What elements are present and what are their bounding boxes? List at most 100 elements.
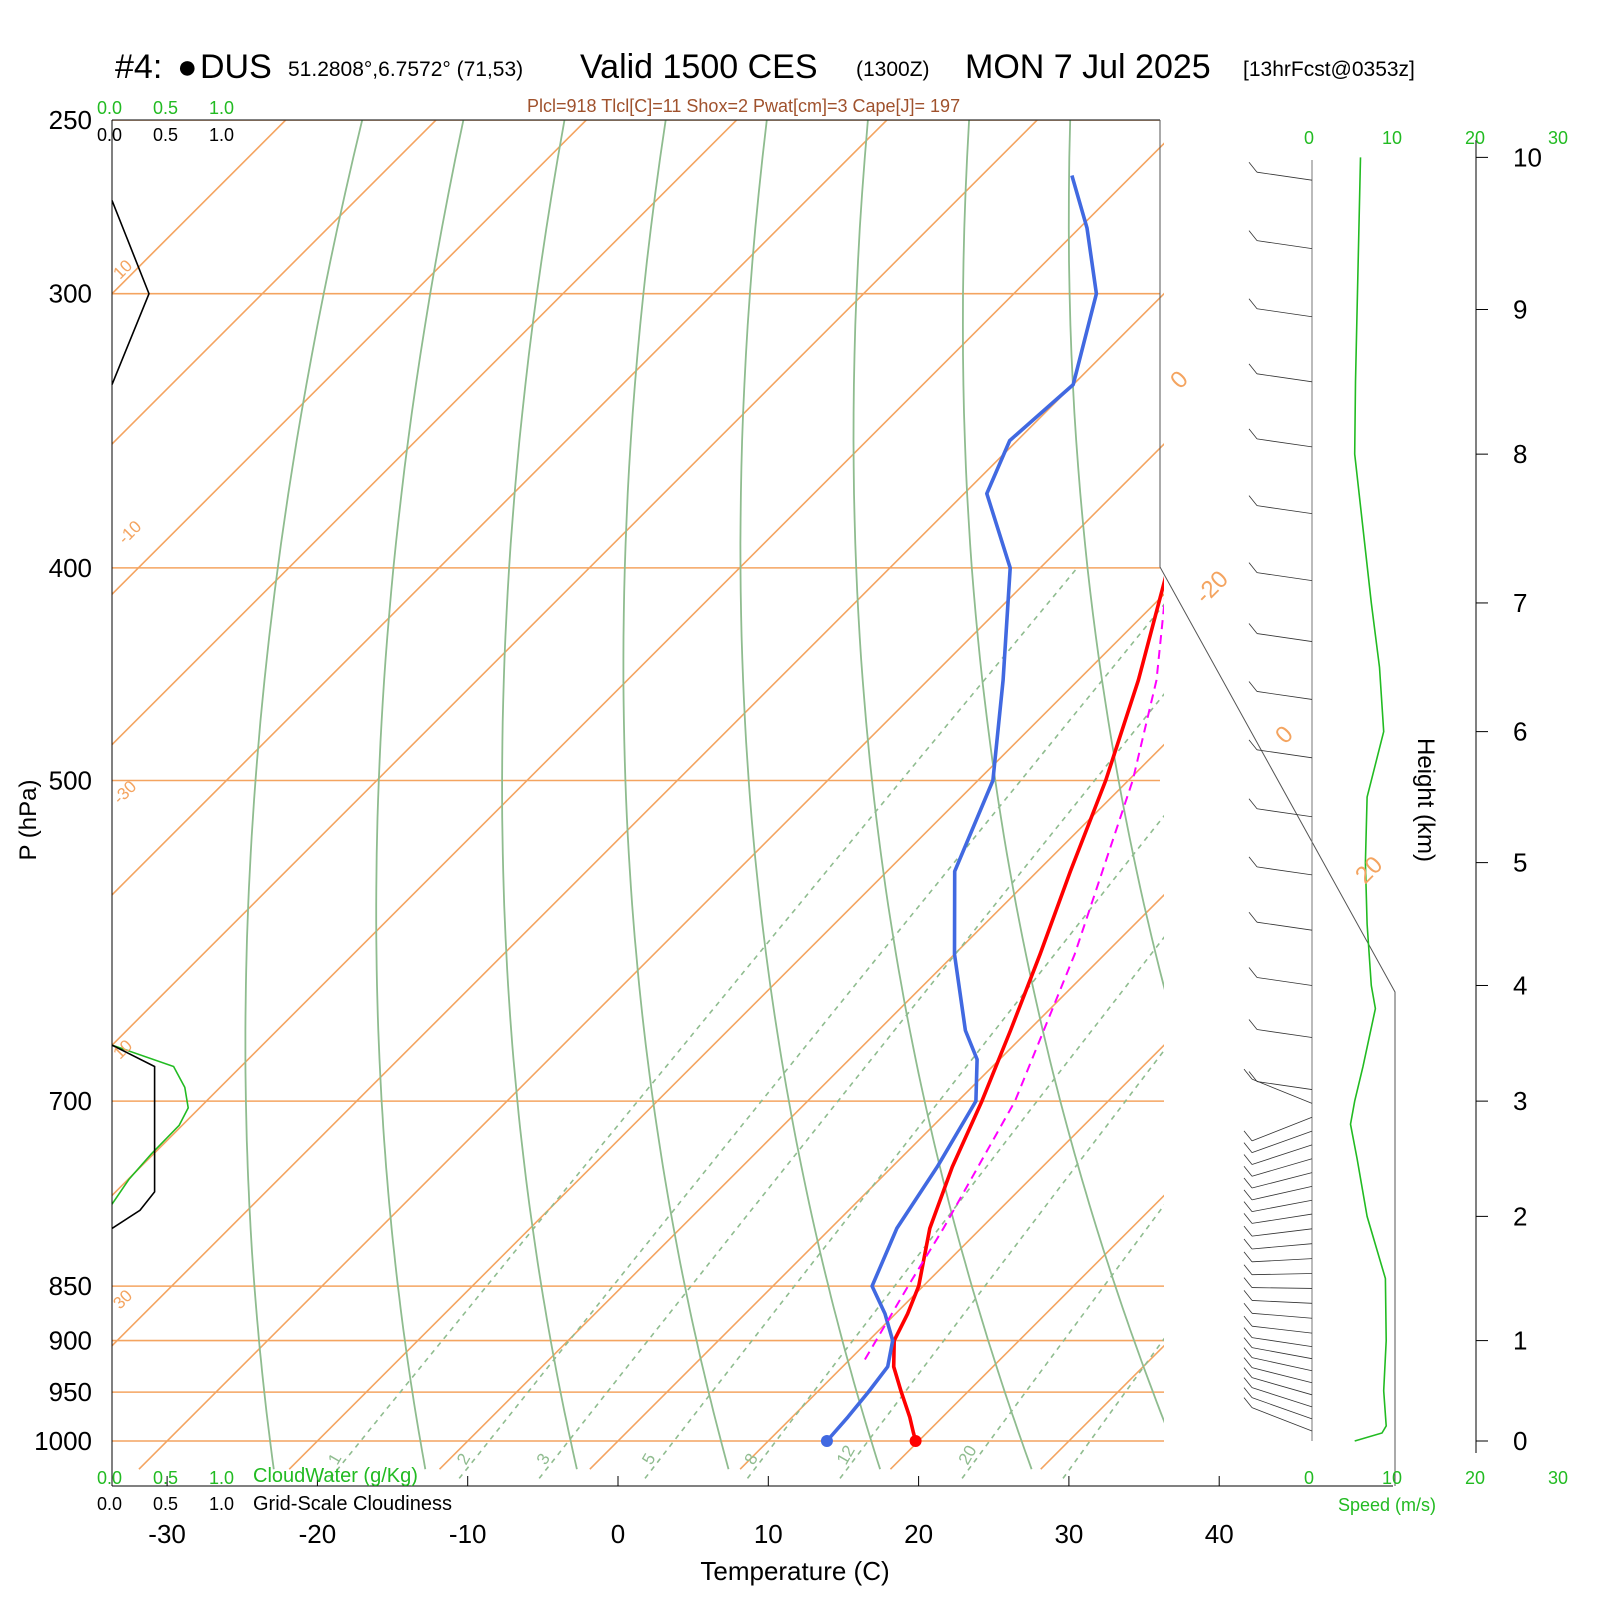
isotherm-40	[1191, 120, 1600, 1469]
top-cl-tick-2: 1.0	[209, 125, 234, 145]
height-tick-label: 0	[1513, 1426, 1527, 1456]
wind-barb	[1251, 1243, 1313, 1250]
speed-scale-bottom: 0 10 20 30	[1304, 1468, 1568, 1488]
top-cw-tick-1: 0.5	[153, 98, 178, 118]
wind-barb-flag	[1243, 1315, 1253, 1327]
wind-barb-flag	[1243, 1238, 1253, 1250]
speed-top-tick-1: 10	[1382, 128, 1402, 148]
mixing-ratio-12	[839, 1049, 1164, 1479]
dry-adiabat-310	[961, 120, 1164, 1424]
wind-barb	[1256, 691, 1313, 700]
bot-cl-tick-1: 0.5	[153, 1494, 178, 1514]
isotherm--30	[138, 442, 1164, 1470]
wind-barb-flag	[1248, 967, 1258, 978]
title-date: MON 7 Jul 2025	[965, 48, 1211, 86]
wind-barb-flag	[1243, 1068, 1253, 1080]
top-cl-tick-0: 0.0	[97, 125, 122, 145]
bot-cw-tick-2: 1.0	[209, 1468, 234, 1488]
wind-barb	[1256, 308, 1313, 318]
isotherm-label: 30	[109, 1286, 136, 1313]
height-tick-label: 4	[1513, 970, 1527, 1000]
wind-barb	[1256, 505, 1313, 515]
mixing-ratio-label: 12	[833, 1442, 859, 1468]
isotherm--40	[112, 292, 1164, 1347]
speed-axis-title: Speed (m/s)	[1338, 1495, 1436, 1515]
speed-bot-tick-2: 20	[1465, 1468, 1485, 1488]
p-tick-label: 950	[49, 1377, 92, 1407]
height-tick-label: 8	[1513, 439, 1527, 469]
plot-frame	[111, 119, 1393, 1487]
wind-barb	[1251, 1172, 1313, 1189]
x-tick-label: -30	[148, 1519, 186, 1549]
wind-barb-flag	[1248, 1071, 1258, 1082]
wind-barb-flag	[1243, 1397, 1253, 1408]
wind-barb	[1256, 572, 1313, 582]
wind-barb	[1256, 977, 1313, 986]
wind-barb-flag	[1248, 495, 1258, 506]
p-tick-label: 500	[49, 766, 92, 796]
wind-barb	[1251, 1337, 1313, 1348]
isotherm--110	[112, 120, 287, 295]
wind-barb-flag	[1243, 1189, 1253, 1201]
mixing-ratio-1	[329, 567, 1078, 1479]
isotherm-label: 10	[109, 256, 136, 283]
wind-barb-flag	[1243, 1347, 1253, 1358]
bottom-cloud-legend: 0.0 0.5 1.0 CloudWater (g/Kg) 0.0 0.5 1.…	[97, 1465, 452, 1515]
wind-barb	[1251, 1325, 1313, 1334]
wind-barb	[1256, 1081, 1313, 1090]
wind-barb	[1256, 240, 1313, 250]
height-tick-label: 7	[1513, 588, 1527, 618]
cloud-profiles	[111, 200, 190, 1230]
wind-barb-flag	[1248, 681, 1258, 692]
p-tick-label: 900	[49, 1326, 92, 1356]
wind-barb-flag	[1248, 739, 1258, 751]
wind-barb-flag	[1248, 428, 1258, 440]
title-coords: 51.2808°,6.7572° (71,53)	[288, 58, 523, 81]
bot-cl-tick-2: 1.0	[209, 1494, 234, 1514]
bot-cw-tick-1: 0.5	[153, 1468, 178, 1488]
wind-barb-flag	[1243, 1387, 1253, 1398]
height-tick-label: 5	[1513, 848, 1527, 878]
isotherm--90	[112, 120, 587, 596]
wind-barb	[1256, 921, 1313, 931]
p-tick-label: 700	[49, 1086, 92, 1116]
wind-barb-flag	[1243, 1177, 1253, 1189]
wind-barb-flag	[1243, 1377, 1253, 1388]
wind-barb	[1256, 171, 1313, 181]
wind-barb	[1251, 1397, 1313, 1420]
parcel-line	[864, 597, 1164, 1361]
isotherm--20	[288, 593, 1164, 1470]
dry-adiabat-370	[1576, 120, 1600, 1469]
wind-barb-flag	[1243, 1225, 1253, 1237]
height-tick-label: 6	[1513, 717, 1527, 747]
indices-line: Plcl=918 Tlcl[C]=11 Shox=2 Pwat[cm]=3 Ca…	[527, 96, 960, 116]
isotherm--50	[112, 142, 1164, 1197]
wind-barb	[1251, 1130, 1313, 1154]
mixing-ratio-5	[644, 814, 1164, 1479]
background-lines	[112, 120, 1600, 1479]
x-tick-label: 40	[1205, 1519, 1234, 1549]
wind-barb	[1251, 1367, 1313, 1384]
wind-barb	[1251, 1144, 1313, 1165]
isotherm--60	[112, 120, 1038, 1047]
top-cw-tick-0: 0.0	[97, 98, 122, 118]
isotherm--100	[112, 120, 437, 446]
sounding-traces	[825, 175, 1164, 1443]
height-tick-label: 10	[1513, 142, 1542, 172]
height-tick-label: 9	[1513, 294, 1527, 324]
isotherm-label: 0	[1165, 366, 1194, 395]
wind-barb	[1251, 1116, 1313, 1142]
wind-barb-flag	[1243, 1367, 1253, 1378]
wind-barb	[1251, 1186, 1313, 1201]
title-station-name: DUS	[200, 48, 272, 86]
wind-barb-flag	[1243, 1303, 1253, 1314]
wind-barb	[1256, 866, 1313, 876]
wind-barb-flag	[1243, 1166, 1253, 1177]
title-valid: Valid 1500 CES	[580, 48, 818, 86]
bot-cw-tick-0: 0.0	[97, 1468, 122, 1488]
wind-barb	[1251, 1387, 1313, 1408]
isotherm-50	[1341, 120, 1600, 1469]
x-tick-label: -10	[449, 1519, 487, 1549]
wind-barb	[1251, 1300, 1313, 1304]
